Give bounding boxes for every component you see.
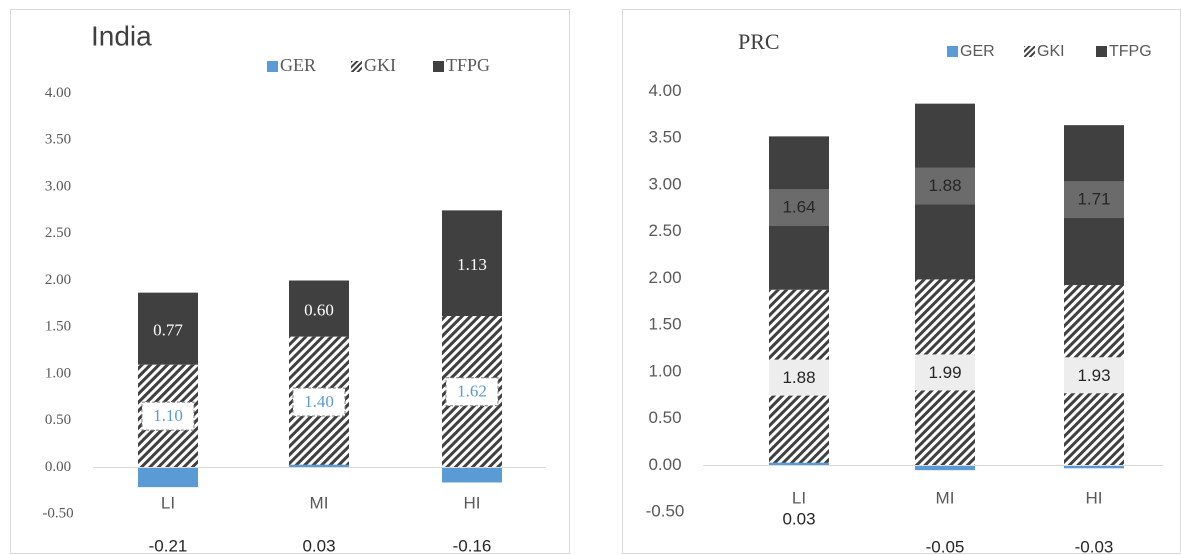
data-label-box-gki (915, 354, 975, 391)
y-tick-label: 1.00 (648, 361, 681, 380)
data-label-gki-hi: 1.62 (457, 382, 487, 401)
data-label-gki-mi: 1.40 (304, 392, 334, 411)
y-tick-label: 2.00 (648, 268, 681, 287)
x-tick-label-li: LI (792, 488, 806, 507)
chart-legend: GER GKI TFPG (947, 43, 1152, 60)
bar-ger-hi (1064, 465, 1124, 469)
x-tick-label-li: LI (161, 493, 175, 512)
y-tick-label: 1.50 (648, 315, 681, 334)
data-label-tfpg-mi: 0.60 (304, 300, 334, 319)
bar-ger-hi (442, 467, 502, 483)
y-tick-label: -0.50 (646, 502, 685, 521)
data-label-box-gki (141, 401, 195, 431)
bar-tfpg-hi (442, 210, 502, 317)
legend-swatch-gki (351, 61, 362, 72)
legend-swatch-ger (947, 46, 958, 57)
data-label-box-tfpg (915, 167, 975, 205)
chart-title: PRC (738, 29, 780, 54)
data-label-box-gki (769, 359, 829, 396)
bar-group-hi: 1.62 1.13 (442, 210, 502, 483)
data-label-gki-li: 1.10 (153, 406, 183, 425)
data-label-tfpg-li: 0.77 (153, 321, 183, 340)
data-label-box-gki (445, 377, 499, 407)
legend-label-tfpg: TFPG (1109, 43, 1152, 60)
bar-ger-li (138, 467, 198, 488)
x-tick-label-mi: MI (936, 488, 955, 507)
data-label-tfpg-hi: 1.71 (1077, 190, 1110, 209)
legend-swatch-tfpg (433, 61, 444, 72)
data-label-gki-li: 1.88 (782, 368, 815, 387)
y-tick-label: 2.50 (45, 225, 71, 241)
data-label-gki-hi: 1.93 (1077, 366, 1110, 385)
y-tick-label: 3.50 (45, 132, 71, 148)
legend-swatch-gki (1024, 46, 1035, 57)
chart-legend: GER GKI TFPG (267, 55, 490, 75)
legend-label-ger: GER (960, 43, 995, 60)
y-tick-label: 0.50 (648, 408, 681, 427)
data-label-ger-hi: -0.03 (1075, 537, 1114, 555)
bar-group-li: 1.88 1.64 (769, 136, 829, 466)
data-label-ger-mi: -0.05 (926, 537, 965, 555)
legend-label-tfpg: TFPG (446, 55, 490, 75)
y-tick-label: 3.00 (45, 178, 71, 194)
y-tick-label: 1.50 (45, 319, 71, 335)
bar-group-hi: 1.93 1.71 (1064, 125, 1124, 469)
data-label-tfpg-li: 1.64 (782, 198, 815, 217)
bar-group-li: 1.10 0.77 (138, 292, 198, 488)
legend-item-ger: GER (947, 43, 995, 60)
y-tick-label: 4.00 (648, 81, 681, 100)
data-label-box-gki (292, 387, 346, 417)
legend-item-gki: GKI (1024, 43, 1065, 60)
data-label-box-gki (1064, 357, 1124, 394)
data-label-ger-li: 0.03 (782, 509, 815, 528)
y-tick-label: 4.00 (45, 85, 71, 101)
data-label-ger-mi: 0.03 (302, 536, 335, 555)
legend-swatch-ger (267, 61, 278, 72)
india-chart-panel: India GER GKI TFPG 4.00 3.50 3.00 2.50 2.00 1.50 1… (10, 9, 570, 555)
y-tick-label: 0.00 (45, 459, 71, 475)
data-label-tfpg-hi: 1.13 (457, 255, 487, 274)
bar-ger-mi (915, 465, 975, 471)
legend-item-ger: GER (267, 55, 316, 75)
x-tick-label-hi: HI (464, 493, 481, 512)
bar-ger-mi (289, 464, 349, 468)
x-tick-label-mi: MI (310, 493, 329, 512)
data-label-gki-mi: 1.99 (928, 363, 961, 382)
data-label-ger-li: -0.21 (149, 536, 188, 555)
legend-label-ger: GER (280, 55, 316, 75)
legend-swatch-tfpg (1096, 46, 1107, 57)
bar-tfpg-li (138, 292, 198, 365)
data-label-tfpg-mi: 1.88 (928, 176, 961, 195)
india-chart-svg: India GER GKI TFPG 4.00 3.50 3.00 2.50 2.00 1.50 1… (42, 20, 546, 555)
bar-tfpg-mi (289, 280, 349, 337)
prc-chart-svg: PRC GER GKI TFPG 4.00 3.50 3.00 2.50 2.00 1.50 1.0… (646, 29, 1163, 555)
data-label-box-tfpg (769, 189, 829, 227)
bar-group-mi: 1.99 1.88 (915, 103, 975, 471)
y-tick-label: 3.00 (648, 174, 681, 193)
x-tick-label-hi: HI (1086, 488, 1103, 507)
legend-item-tfpg: TFPG (433, 55, 490, 75)
y-tick-label: 0.00 (648, 455, 681, 474)
legend-item-gki: GKI (351, 55, 396, 75)
y-tick-label: 3.50 (648, 128, 681, 147)
legend-label-gki: GKI (1037, 43, 1065, 60)
data-label-box-tfpg (1064, 181, 1124, 219)
y-tick-label: -0.50 (42, 506, 73, 522)
y-tick-label: 2.50 (648, 221, 681, 240)
legend-label-gki: GKI (364, 55, 396, 75)
legend-item-tfpg: TFPG (1096, 43, 1152, 60)
y-tick-label: 2.00 (45, 272, 71, 288)
data-label-ger-hi: -0.16 (453, 536, 492, 555)
prc-chart-panel: PRC GER GKI TFPG 4.00 3.50 3.00 2.50 2.00 1.50 1.0… (622, 9, 1181, 555)
bar-ger-li (769, 462, 829, 466)
y-tick-label: 1.00 (45, 365, 71, 381)
y-tick-label: 0.50 (45, 412, 71, 428)
bar-group-mi: 1.40 0.60 (289, 280, 349, 468)
chart-title: India (91, 20, 152, 51)
